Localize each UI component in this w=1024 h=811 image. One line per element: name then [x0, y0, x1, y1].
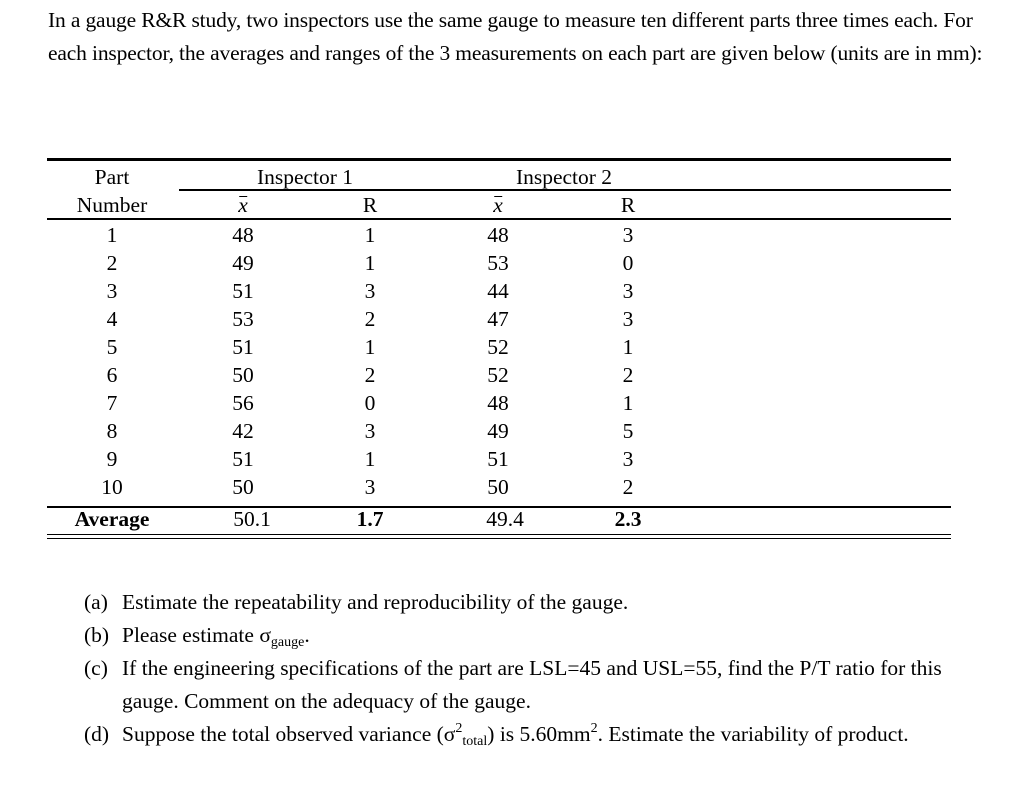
- header-inspector-1: Inspector 1: [256, 165, 354, 189]
- i2-range: 3: [622, 447, 634, 471]
- gauge-rr-table: Part Number Inspector 1 Inspector 2 x R …: [47, 0, 951, 811]
- i2-range: 0: [622, 251, 634, 275]
- part-number: 1: [106, 223, 118, 247]
- i1-xbar: 49: [232, 251, 254, 275]
- i1-xbar: 42: [232, 419, 254, 443]
- header-inspector-2: Inspector 2: [515, 165, 613, 189]
- question-text-end: . Estimate the variability of product.: [597, 722, 909, 746]
- part-number: 10: [101, 475, 123, 499]
- part-number: 3: [106, 279, 118, 303]
- question-list: (a) Estimate the repeatability and repro…: [84, 586, 974, 751]
- i1-xbar: 50: [232, 363, 254, 387]
- table-bottom-rule-1: [47, 534, 951, 536]
- i2-xbar: 49: [487, 419, 509, 443]
- sigma-subscript: gauge: [270, 635, 305, 650]
- i2-range: 2: [622, 475, 634, 499]
- i2-xbar: 52: [487, 363, 509, 387]
- i1-range: 1: [364, 447, 376, 471]
- average-label: Average: [74, 507, 150, 531]
- question-text-end: .: [304, 623, 310, 647]
- table-bottom-rule-2: [47, 537, 951, 539]
- question-label: (a): [84, 590, 108, 614]
- header-number: Number: [76, 193, 148, 217]
- part-number: 2: [106, 251, 118, 275]
- table-top-rule: [47, 158, 951, 161]
- header-part: Part: [94, 165, 130, 189]
- part-number: 7: [106, 391, 118, 415]
- i2-range: 1: [622, 335, 634, 359]
- sigma-subscript: total: [462, 734, 488, 749]
- i1-xbar: 53: [232, 307, 254, 331]
- i1-range: 0: [364, 391, 376, 415]
- i1-range: 2: [364, 307, 376, 331]
- i1-xbar: 48: [232, 223, 254, 247]
- question-label: (b): [84, 623, 110, 647]
- i1-range: 2: [364, 363, 376, 387]
- question-text: Estimate the repeatability and reproduci…: [122, 590, 629, 614]
- xbar-symbol: x: [493, 193, 503, 217]
- i2-xbar: 48: [487, 391, 509, 415]
- i1-xbar: 51: [232, 335, 254, 359]
- i1-range: 1: [364, 223, 376, 247]
- question-label: (d): [84, 722, 110, 746]
- i2-range: 1: [622, 391, 634, 415]
- i1-xbar: 51: [232, 279, 254, 303]
- i2-range: 5: [622, 419, 634, 443]
- question-text: If the engineering specifications of the…: [122, 656, 942, 713]
- i1-range: 3: [364, 279, 376, 303]
- i1-average-xbar: 50.1: [233, 507, 271, 531]
- header-i1-xbar: x: [238, 191, 248, 219]
- i2-range: 3: [622, 307, 634, 331]
- i1-xbar: 50: [232, 475, 254, 499]
- i2-xbar: 47: [487, 307, 509, 331]
- i2-average-xbar: 49.4: [486, 507, 524, 531]
- i1-range: 1: [364, 335, 376, 359]
- question-text-mid: ) is 5.60mm: [487, 722, 591, 746]
- part-number: 8: [106, 419, 118, 443]
- i2-range: 3: [622, 223, 634, 247]
- i2-range: 2: [622, 363, 634, 387]
- question-text: Please estimate σ: [122, 623, 271, 647]
- i2-xbar: 53: [487, 251, 509, 275]
- i1-xbar: 51: [232, 447, 254, 471]
- i1-range: 3: [364, 475, 376, 499]
- sigma-superscript: 2: [455, 721, 463, 736]
- question-c: (c) If the engineering specifications of…: [84, 652, 974, 718]
- question-d: (d) Suppose the total observed variance …: [84, 718, 974, 751]
- header-i2-range: R: [620, 193, 636, 217]
- i2-range: 3: [622, 279, 634, 303]
- i2-xbar: 48: [487, 223, 509, 247]
- question-b: (b) Please estimate σgauge.: [84, 619, 974, 652]
- question-label: (c): [84, 656, 108, 680]
- unit-superscript: 2: [590, 721, 598, 736]
- header-i1-range: R: [362, 193, 378, 217]
- i2-xbar: 51: [487, 447, 509, 471]
- question-text: Suppose the total observed variance (σ: [122, 722, 456, 746]
- i1-range: 3: [364, 419, 376, 443]
- part-number: 5: [106, 335, 118, 359]
- i1-average-range: 1.7: [356, 507, 384, 531]
- i1-xbar: 56: [232, 391, 254, 415]
- i2-xbar: 52: [487, 335, 509, 359]
- inspector-subheader-rule: [179, 189, 951, 191]
- i2-xbar: 50: [487, 475, 509, 499]
- question-a: (a) Estimate the repeatability and repro…: [84, 586, 974, 619]
- i2-xbar: 44: [487, 279, 509, 303]
- average-top-rule: [47, 506, 951, 508]
- part-number: 4: [106, 307, 118, 331]
- problem-intro: In a gauge R&R study, two inspectors use…: [48, 4, 988, 70]
- i2-average-range: 2.3: [614, 507, 642, 531]
- intro-text: In a gauge R&R study, two inspectors use…: [48, 8, 983, 65]
- part-number: 6: [106, 363, 118, 387]
- header-bottom-rule: [47, 218, 951, 220]
- header-i2-xbar: x: [493, 191, 503, 219]
- xbar-symbol: x: [238, 193, 248, 217]
- i1-range: 1: [364, 251, 376, 275]
- part-number: 9: [106, 447, 118, 471]
